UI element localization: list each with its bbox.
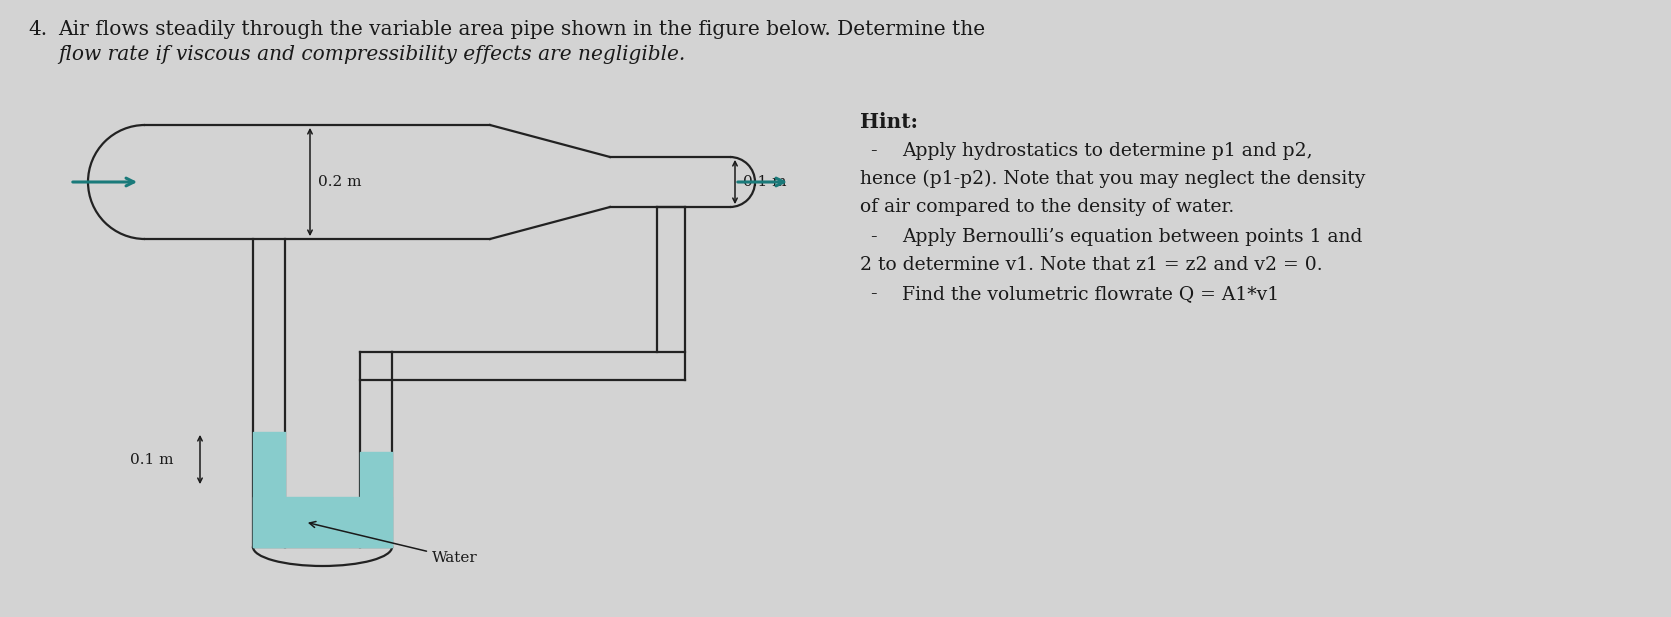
Text: hence (p1-p2). Note that you may neglect the density: hence (p1-p2). Note that you may neglect…	[861, 170, 1365, 188]
Text: 4.: 4.	[28, 20, 47, 39]
Text: 0.2 m: 0.2 m	[317, 175, 361, 189]
Text: Water: Water	[309, 521, 478, 565]
Text: Apply hydrostatics to determine p1 and p2,: Apply hydrostatics to determine p1 and p…	[902, 142, 1313, 160]
Text: Hint:: Hint:	[861, 112, 917, 132]
Text: Apply Bernoulli’s equation between points 1 and: Apply Bernoulli’s equation between point…	[902, 228, 1362, 246]
Text: Air flows steadily through the variable area pipe shown in the figure below. Det: Air flows steadily through the variable …	[58, 20, 986, 39]
Text: 0.1 m: 0.1 m	[130, 452, 174, 466]
Text: Find the volumetric flowrate Q = A1*v1: Find the volumetric flowrate Q = A1*v1	[902, 285, 1278, 303]
Text: -: -	[871, 285, 877, 303]
Text: 0.1 m: 0.1 m	[744, 175, 787, 189]
Text: of air compared to the density of water.: of air compared to the density of water.	[861, 199, 1235, 217]
Text: 2 to determine v1. Note that z1 = z2 and v2 = 0.: 2 to determine v1. Note that z1 = z2 and…	[861, 257, 1323, 275]
Text: -: -	[871, 228, 877, 246]
Text: -: -	[871, 142, 877, 160]
Text: flow rate if viscous and compressibility effects are negligible.: flow rate if viscous and compressibility…	[58, 45, 685, 64]
